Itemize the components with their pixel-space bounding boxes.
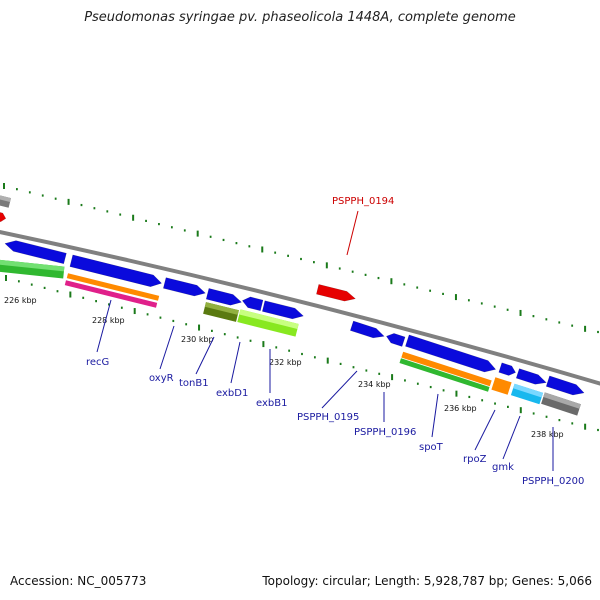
accession-text: Accession: NC_005773 bbox=[10, 574, 147, 588]
gene-label: PSPPH_0195 bbox=[297, 412, 359, 423]
gene-arrow bbox=[69, 254, 163, 287]
gene-label: exbB1 bbox=[256, 398, 287, 409]
gene-red-arrow bbox=[316, 284, 356, 302]
gene-label: exbD1 bbox=[216, 388, 248, 399]
cds-pink-bar bbox=[64, 280, 158, 308]
gene-arrow bbox=[405, 334, 497, 373]
leader-line bbox=[321, 370, 358, 409]
cds-gray-bar-highlight bbox=[543, 392, 581, 409]
gene-label: PSPPH_0200 bbox=[522, 476, 584, 487]
leader-line bbox=[195, 336, 215, 375]
gene-arrow bbox=[386, 333, 406, 347]
leader-line bbox=[431, 393, 439, 438]
kbp-label: 232 kbp bbox=[269, 358, 302, 367]
label-leaders bbox=[96, 210, 554, 471]
gene-label: gmk bbox=[492, 462, 514, 473]
cds-green-bar bbox=[399, 358, 490, 392]
backbone bbox=[0, 230, 600, 386]
gene-arrow bbox=[241, 296, 264, 312]
kbp-label: 226 kbp bbox=[4, 296, 37, 305]
kbp-label: 234 kbp bbox=[358, 380, 391, 389]
gene-arrow bbox=[515, 368, 547, 385]
gene-arrow bbox=[261, 300, 304, 320]
backbone-line bbox=[0, 230, 600, 386]
cds-orange-bar bbox=[491, 377, 512, 395]
gene-arrow bbox=[205, 288, 243, 306]
gene-arrow bbox=[4, 240, 67, 265]
feature-tracks bbox=[0, 195, 585, 416]
topology-stats-text: Topology: circular; Length: 5,928,787 bp… bbox=[262, 574, 592, 588]
gene-arrow bbox=[162, 277, 206, 297]
leader-line bbox=[230, 341, 241, 384]
gene-label: PSPPH_0196 bbox=[354, 427, 416, 438]
gene-label: spoT bbox=[419, 442, 444, 453]
leader-line bbox=[474, 409, 496, 451]
gene-arrow bbox=[349, 320, 385, 339]
leader-line bbox=[96, 299, 112, 353]
cds-olive-bar-highlight bbox=[204, 302, 239, 315]
leader-line bbox=[346, 210, 359, 256]
cds-lime-bar-highlight bbox=[239, 309, 299, 329]
kbp-label: 230 kbp bbox=[181, 335, 214, 344]
kbp-label: 236 kbp bbox=[444, 404, 477, 413]
cds-orange-bar bbox=[66, 273, 160, 301]
gene-label: rpoZ bbox=[463, 454, 487, 465]
gene-label: recG bbox=[86, 357, 109, 368]
kbp-label: 238 kbp bbox=[531, 430, 564, 439]
gene-labels: PSPPH_0194 recG oxyR tonB1 exbD1 exbB1 PSPPH_0… bbox=[86, 196, 584, 487]
leader-line bbox=[502, 415, 521, 460]
cds-gray-bar-highlight bbox=[0, 195, 11, 202]
kbp-labels: 226 kbp 228 kbp 230 kbp 232 kbp 234 kbp 236 k… bbox=[4, 296, 564, 439]
cds-cyan-bar-highlight bbox=[513, 383, 544, 398]
gene-arrow bbox=[545, 375, 585, 396]
cds-orange-bar bbox=[401, 351, 492, 387]
gene-red-arrow bbox=[0, 212, 7, 223]
kbp-label: 228 kbp bbox=[92, 316, 125, 325]
cds-green-bar-highlight bbox=[0, 259, 65, 272]
gene-label: PSPPH_0194 bbox=[332, 196, 394, 207]
gene-label: tonB1 bbox=[179, 378, 209, 389]
gene-arrow bbox=[498, 362, 516, 376]
leader-line bbox=[159, 325, 175, 370]
page-title: Pseudomonas syringae pv. phaseolicola 14… bbox=[84, 10, 516, 25]
gene-label: oxyR bbox=[149, 373, 174, 384]
tick-marks bbox=[3, 183, 599, 432]
